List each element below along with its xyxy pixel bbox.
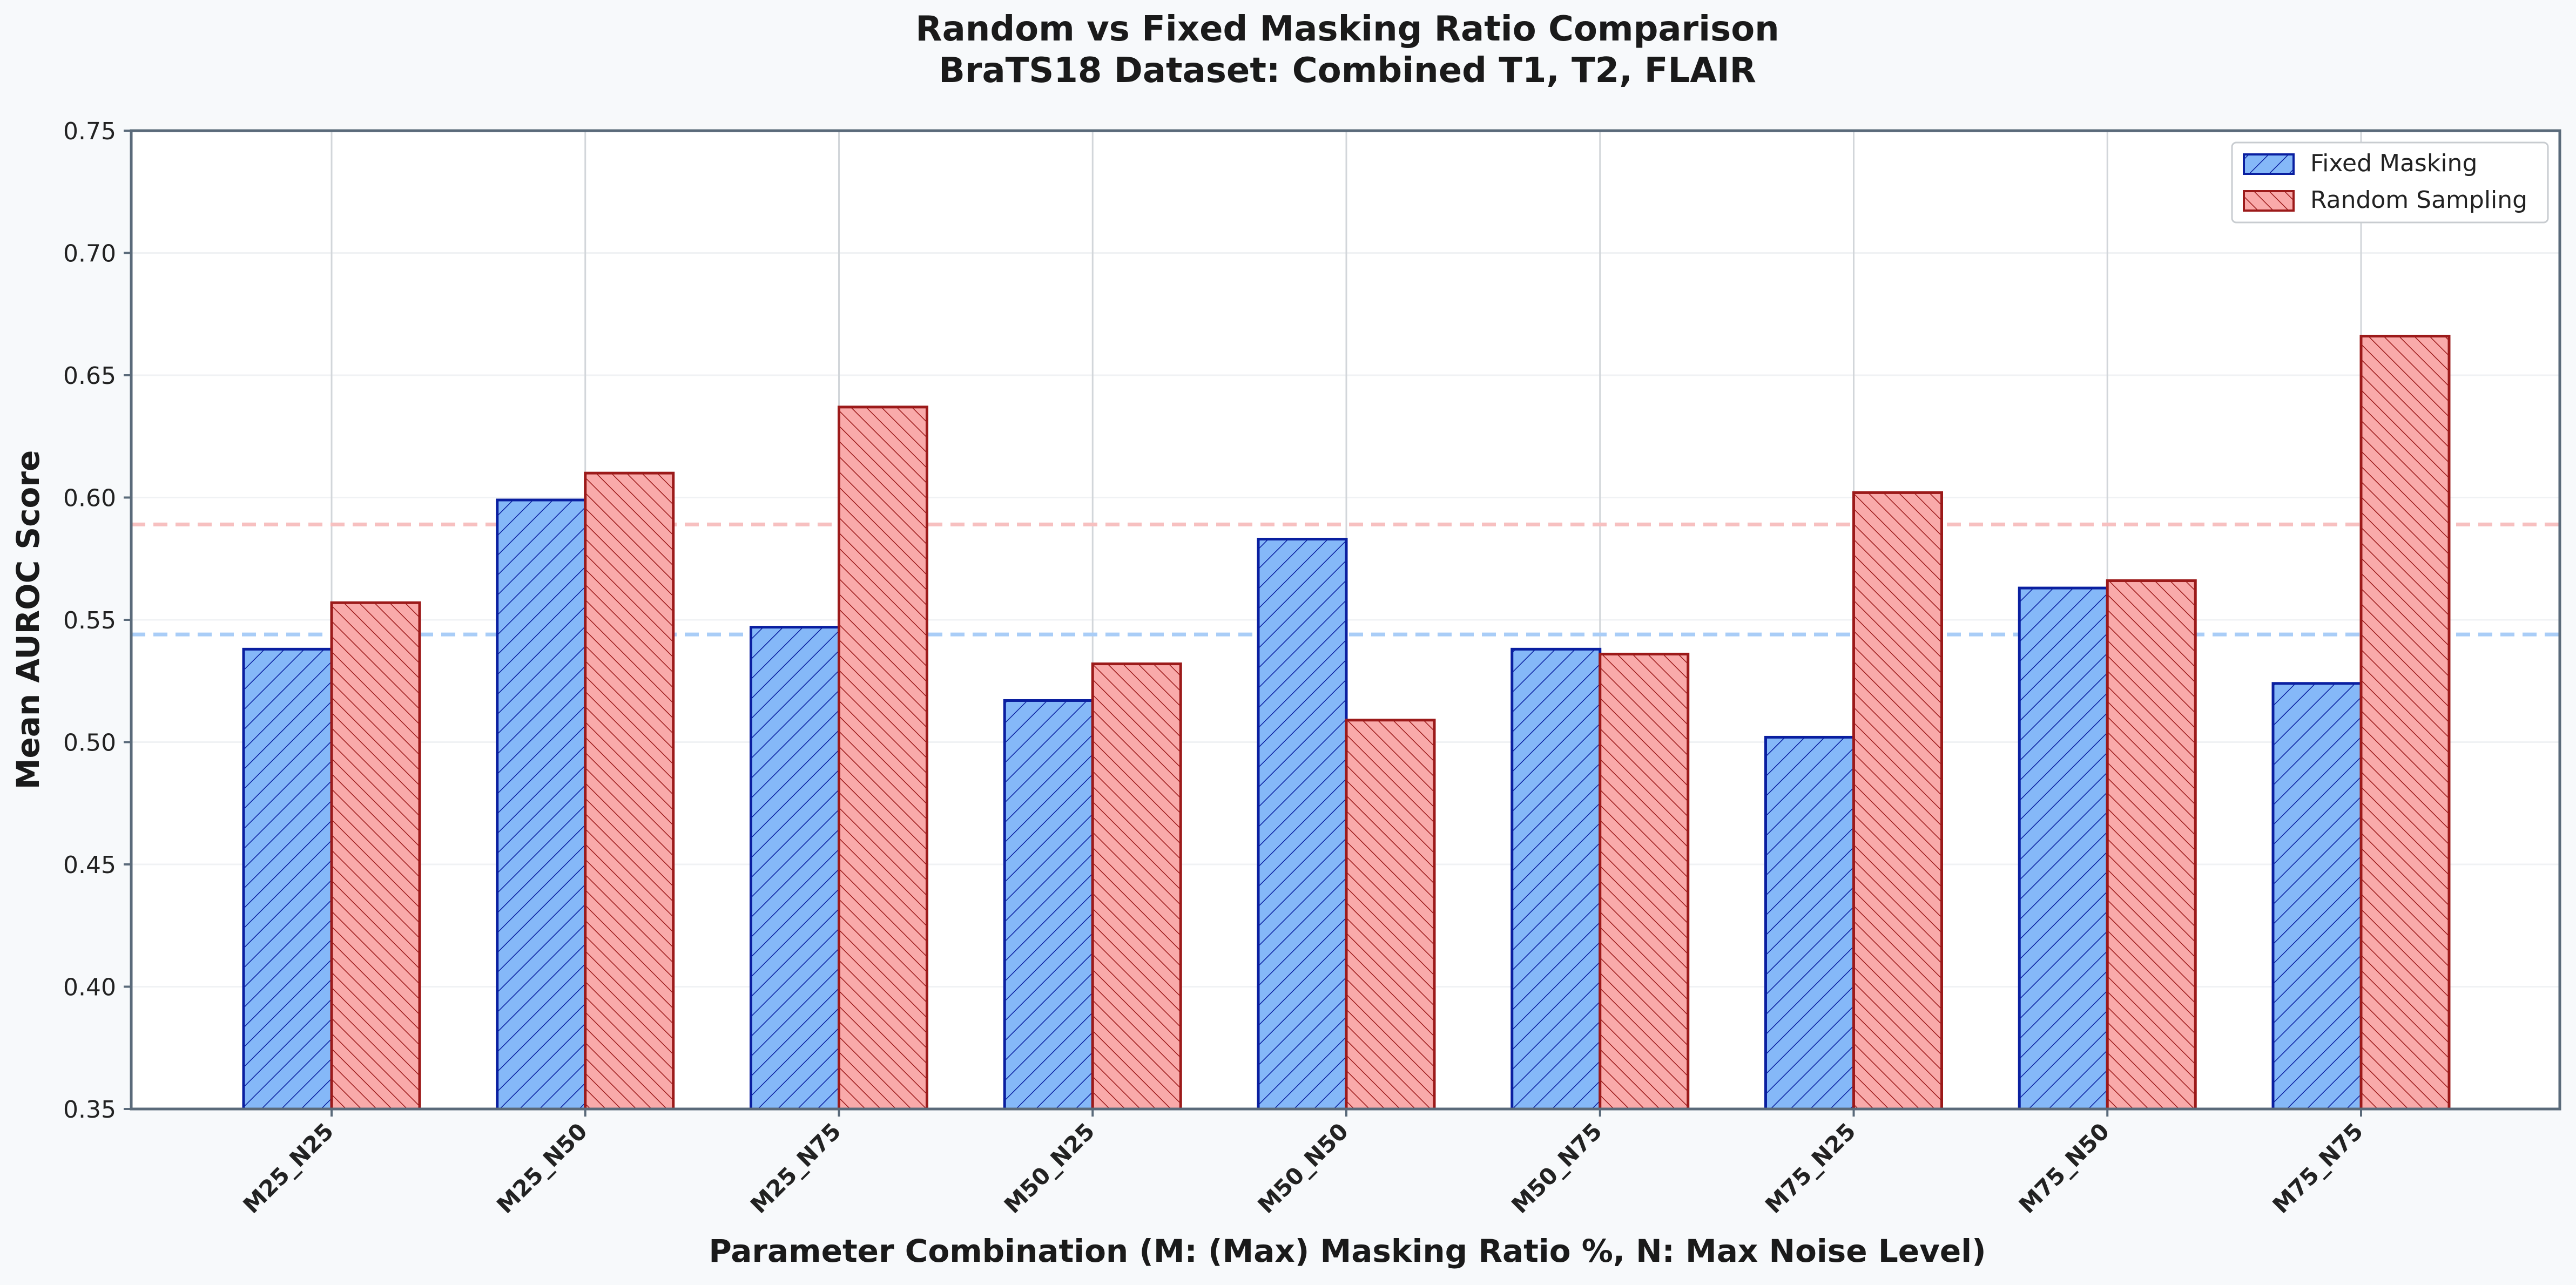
legend-label: Fixed Masking: [2310, 150, 2477, 177]
x-tick-label: M25_N75: [745, 1118, 846, 1219]
bar: [1510, 647, 1602, 1111]
legend-label: Random Sampling: [2310, 186, 2527, 214]
bar: [2018, 586, 2109, 1111]
y-tick-label: 0.65: [63, 362, 116, 390]
x-tick-label: M75_N75: [2268, 1118, 2369, 1219]
bar: [242, 647, 333, 1111]
y-tick-label: 0.35: [63, 1096, 116, 1124]
bar-hatch: [2361, 336, 2449, 1109]
bar-hatch: [1346, 720, 1434, 1109]
legend-swatch-hatch: [2244, 154, 2294, 174]
bar: [496, 498, 587, 1111]
legend-item: Random Sampling: [2243, 186, 2527, 214]
bar-hatch: [1600, 654, 1688, 1109]
bar: [2106, 579, 2197, 1111]
chart-title: Random vs Fixed Masking Ratio Comparison: [915, 9, 1779, 49]
bars: [242, 335, 2451, 1111]
chart-subtitle: BraTS18 Dataset: Combined T1, T2, FLAIR: [939, 51, 1756, 91]
bar-hatch: [1853, 492, 1942, 1110]
y-tick-label: 0.50: [63, 729, 116, 757]
bar-hatch: [839, 407, 927, 1109]
bar-hatch: [2019, 588, 2108, 1109]
x-tick-label: M25_N50: [491, 1118, 592, 1219]
y-tick-label: 0.75: [63, 118, 116, 145]
legend-swatch-edge: [2243, 153, 2295, 175]
y-tick-label: 0.70: [63, 240, 116, 268]
bar: [1003, 699, 1094, 1111]
y-tick-label: 0.40: [63, 974, 116, 1002]
y-tick-label: 0.55: [63, 607, 116, 634]
legend-box: [2231, 141, 2549, 224]
x-tick-label: M50_N25: [999, 1118, 1100, 1219]
bar-hatch: [332, 603, 420, 1109]
y-tick-label: 0.60: [63, 485, 116, 512]
bar: [838, 405, 928, 1111]
bar: [1764, 735, 1855, 1111]
legend-swatch-hatch: [2244, 191, 2294, 211]
bar: [1599, 652, 1690, 1111]
bar: [2271, 682, 2363, 1111]
y-axis-label: Mean AUROC Score: [10, 450, 46, 790]
y-tick-label: 0.45: [63, 851, 116, 879]
bar: [1345, 719, 1436, 1111]
x-axis: M25_N25 M25_N50 M25_N75 M50_N25 M50_N50 M50_N…: [238, 1109, 2369, 1219]
x-tick-label: M50_N75: [1506, 1118, 1607, 1219]
bar-hatch: [1512, 649, 1600, 1109]
bar: [2359, 335, 2451, 1111]
x-tick-label: M25_N25: [238, 1118, 339, 1219]
bar-hatch: [751, 627, 839, 1109]
bar-hatch: [1093, 664, 1181, 1109]
legend-swatch-edge: [2243, 190, 2295, 212]
x-tick-label: M75_N50: [2014, 1118, 2115, 1219]
bar-hatch: [1765, 737, 1854, 1109]
legend-item: Fixed Masking: [2243, 150, 2477, 177]
bar: [1091, 662, 1182, 1111]
bar-hatch: [497, 500, 585, 1109]
y-axis: 0.35 0.40 0.45 0.50 0.55 0.60 0.65 0.70 0.75: [63, 118, 131, 1124]
bar: [750, 626, 840, 1111]
bar: [330, 601, 421, 1111]
bar-hatch: [585, 473, 673, 1110]
bar-hatch: [2107, 580, 2196, 1109]
bar: [1852, 491, 1943, 1111]
legend: Fixed Masking Random Sampling: [2231, 141, 2549, 224]
bar: [584, 471, 675, 1111]
x-tick-label: M75_N25: [1760, 1118, 1861, 1219]
bar-hatch: [2273, 683, 2361, 1109]
bar-hatch: [1004, 700, 1093, 1109]
bar-hatch: [1258, 539, 1346, 1109]
bar: [1257, 538, 1348, 1111]
x-axis-label: Parameter Combination (M: (Max) Masking …: [709, 1233, 1986, 1269]
bar-hatch: [244, 649, 332, 1109]
x-tick-label: M50_N50: [1253, 1118, 1354, 1219]
